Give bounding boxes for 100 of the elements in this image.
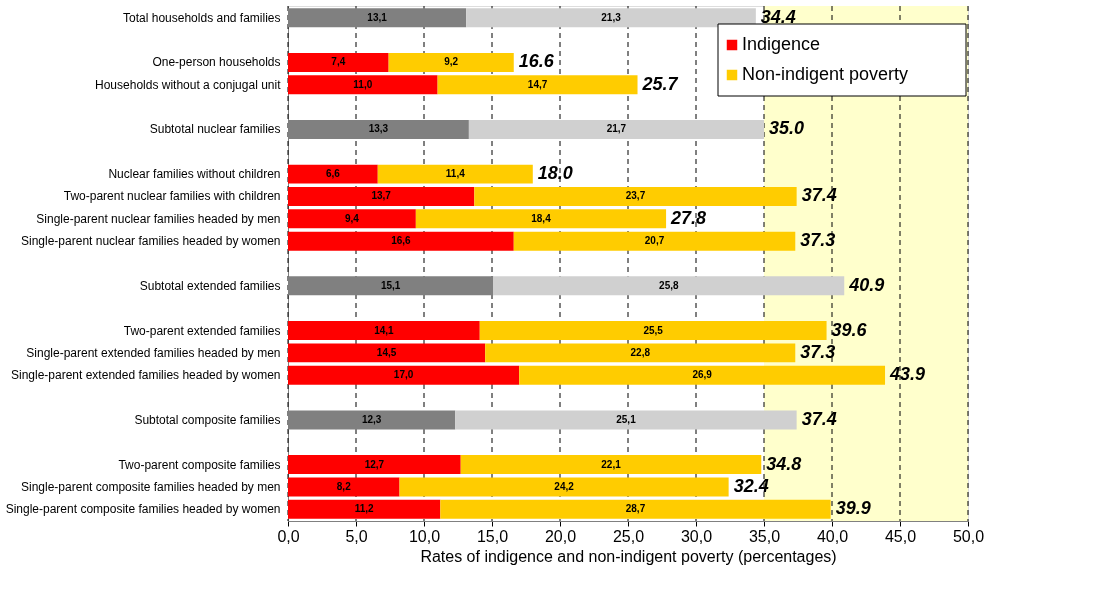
y-tick-label: Households without a conjugal unit [95, 77, 282, 92]
total-label: 39.9 [835, 498, 871, 519]
data-label: 21,3 [601, 11, 622, 23]
data-label: 15,1 [380, 279, 401, 291]
bar [377, 164, 533, 184]
data-label: 9,4 [344, 212, 360, 224]
data-label: 22,1 [601, 458, 622, 470]
bar [288, 8, 467, 28]
bar [468, 119, 764, 139]
bar [288, 52, 389, 72]
data-label: 28,7 [625, 503, 646, 515]
y-tick-label: One-person households [152, 55, 281, 70]
y-tick-label: Subtotal nuclear families [149, 122, 281, 137]
x-tick-label: 35,0 [748, 527, 781, 545]
total-label: 37.3 [800, 230, 836, 251]
data-label: 8,2 [336, 480, 352, 492]
y-tick-label: Single-parent nuclear families headed by women [21, 234, 281, 249]
total-label: 37.4 [801, 185, 837, 206]
y-tick-label: Two-parent nuclear families with children [63, 189, 281, 204]
data-label: 16,6 [391, 235, 412, 247]
bar [437, 75, 638, 95]
x-tick-label: 40,0 [816, 527, 849, 545]
total-label: 32.4 [733, 475, 769, 496]
bar [388, 52, 514, 72]
data-label: 11,4 [445, 168, 466, 180]
y-tick-label: Nuclear families without children [108, 167, 281, 182]
x-tick-label: 20,0 [544, 527, 577, 545]
bar [288, 455, 461, 475]
y-tick-label: Single-parent extended families headed by women [10, 368, 281, 383]
data-label: 7,4 [331, 56, 346, 68]
data-label: 18,4 [531, 212, 552, 224]
y-tick-label: Subtotal composite families [134, 412, 281, 427]
legend-label: Indigence [742, 34, 821, 54]
bar [288, 499, 441, 519]
data-label: 25,8 [659, 279, 679, 291]
data-label: 17,0 [393, 369, 414, 381]
total-label: 40.9 [848, 274, 885, 295]
x-tick-label: 25,0 [612, 527, 645, 545]
data-label: 11,0 [353, 78, 373, 90]
bar [288, 75, 438, 95]
x-tick-label: 50,0 [952, 527, 985, 545]
data-label: 12,3 [361, 413, 382, 425]
y-tick-label: Subtotal extended families [139, 278, 281, 293]
x-tick-label: 5,0 [345, 527, 368, 545]
bar [288, 209, 416, 229]
data-label: 13,1 [367, 11, 388, 23]
bar [485, 343, 796, 363]
total-label: 27.8 [670, 207, 707, 228]
data-label: 14,7 [527, 78, 548, 90]
data-label: 22,8 [630, 346, 651, 358]
total-label: 16.6 [518, 51, 555, 72]
data-label: 13,3 [368, 123, 389, 135]
bar [288, 186, 475, 206]
y-tick-label: Total households and families [123, 10, 281, 25]
y-tick-label: Single-parent extended families headed by men [26, 345, 281, 360]
bar [474, 186, 797, 206]
x-tick-label: 45,0 [884, 527, 917, 545]
bar [479, 321, 827, 341]
total-label: 34.8 [766, 453, 802, 474]
total-label: 34.4 [760, 6, 796, 27]
data-label: 6,6 [325, 168, 341, 180]
bar [519, 365, 886, 385]
bar [440, 499, 831, 519]
data-label: 12,7 [364, 458, 385, 470]
data-label: 24,2 [554, 480, 575, 492]
x-tick-label: 0,0 [277, 527, 300, 545]
data-label: 13,7 [371, 190, 392, 202]
bar [415, 209, 667, 229]
bar [399, 477, 729, 497]
data-label: 20,7 [644, 235, 665, 247]
bar [288, 164, 378, 184]
x-axis-title: Rates of indigence and non-indigent poverty (percentages) [420, 547, 837, 565]
bar [288, 231, 514, 251]
y-tick-label: Single-parent nuclear families headed by men [36, 211, 281, 226]
data-label: 25,1 [616, 413, 637, 425]
total-label: 39.6 [831, 319, 868, 340]
bar [493, 276, 845, 296]
data-label: 26,9 [692, 369, 713, 381]
x-tick-label: 15,0 [476, 527, 509, 545]
bar [288, 343, 486, 363]
bar [288, 365, 520, 385]
y-tick-label: Single-parent composite families headed by women [5, 502, 281, 517]
y-tick-label: Two-parent extended families [123, 323, 281, 338]
total-label: 37.4 [801, 408, 837, 429]
bar [513, 231, 796, 251]
data-label: 23,7 [625, 190, 646, 202]
bar [288, 477, 400, 497]
bar [466, 8, 756, 28]
total-label: 37.3 [800, 341, 836, 362]
x-tick-label: 30,0 [680, 527, 713, 545]
data-label: 21,7 [606, 123, 627, 135]
data-label: 14,1 [374, 324, 395, 336]
x-tick-label: 10,0 [408, 527, 441, 545]
data-label: 11,2 [354, 503, 375, 515]
bar [288, 321, 480, 341]
bar [455, 410, 797, 430]
data-label: 25,5 [643, 324, 664, 336]
total-label: 18.0 [537, 163, 573, 184]
y-tick-label: Two-parent composite families [118, 457, 281, 472]
data-label: 9,2 [444, 56, 459, 68]
